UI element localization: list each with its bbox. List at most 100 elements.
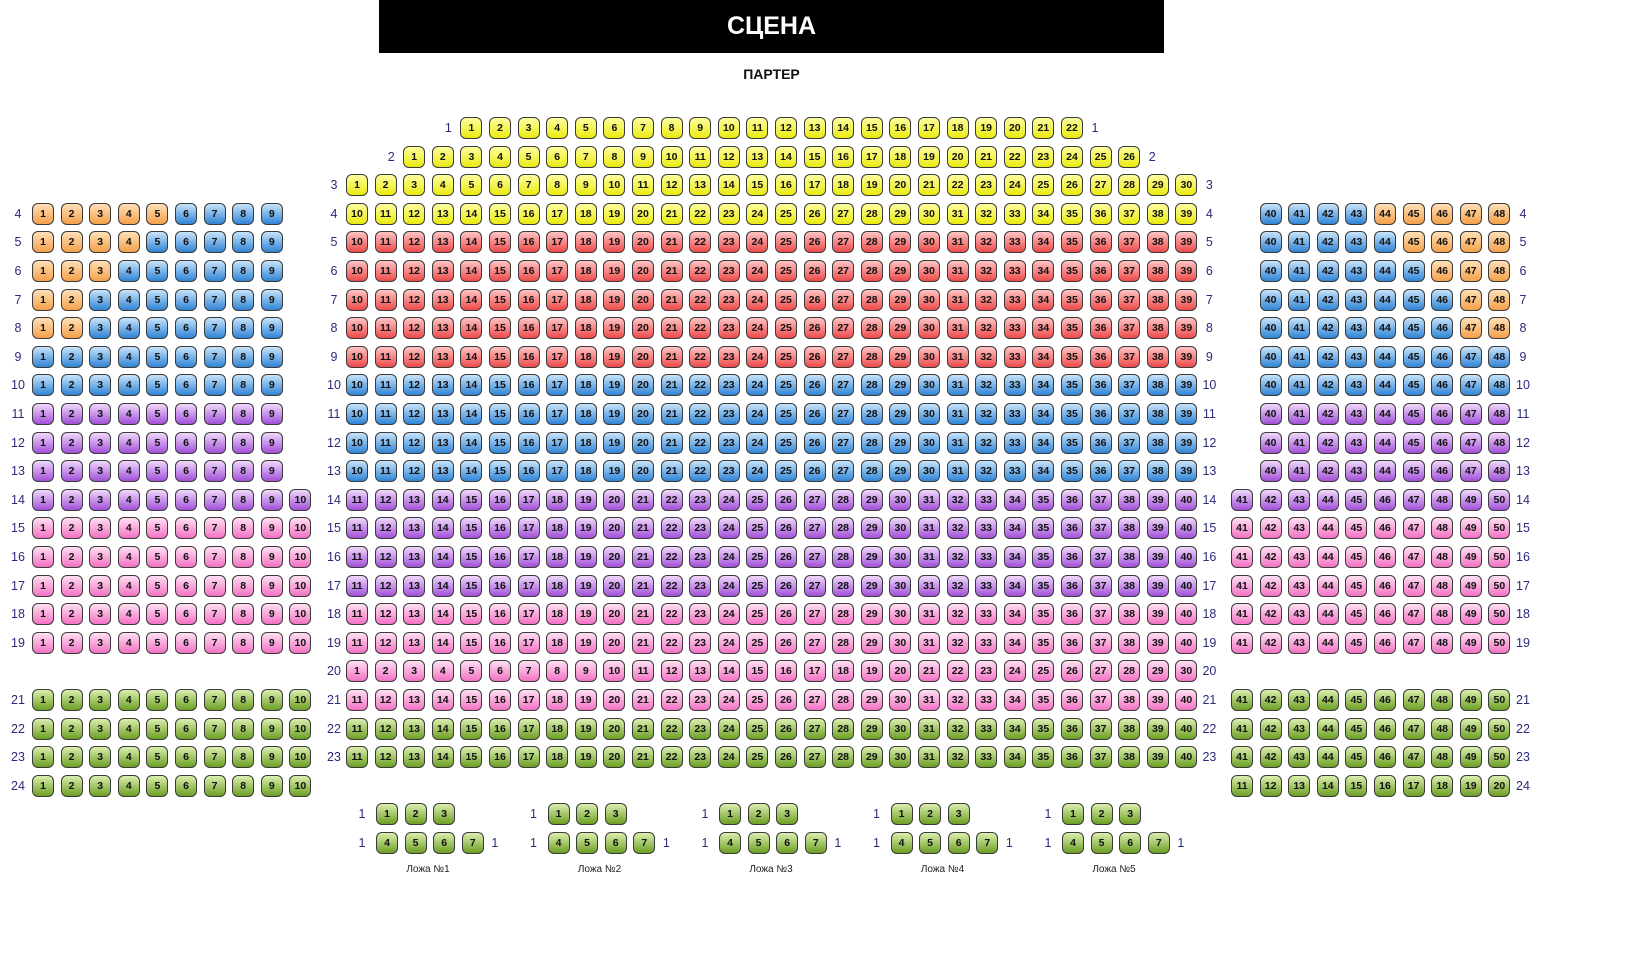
lodge-seat-4-5[interactable]: 5 (919, 831, 942, 854)
seat-center-16-26[interactable]: 26 (775, 546, 797, 568)
seat-center-11-16[interactable]: 16 (517, 403, 540, 425)
seat-center-19-11[interactable]: 11 (346, 631, 368, 654)
seat-center-5-30[interactable]: 30 (918, 231, 940, 254)
seat-right-22-43[interactable]: 43 (1288, 717, 1311, 740)
seat-center-18-30[interactable]: 30 (889, 603, 912, 626)
seat-center-7-19[interactable]: 19 (603, 288, 626, 311)
seat-center-10-29[interactable]: 29 (889, 374, 912, 397)
seat-center-17-37[interactable]: 37 (1089, 574, 1112, 597)
seat-center-20-28[interactable]: 28 (1118, 660, 1141, 683)
seat-left-21-2[interactable]: 2 (60, 689, 83, 711)
seat-center-12-33[interactable]: 33 (1003, 431, 1026, 454)
seat-center-18-12[interactable]: 12 (374, 603, 397, 626)
seat-right-19-47[interactable]: 47 (1402, 631, 1425, 654)
lodge-seat-5-4[interactable]: 4 (1062, 831, 1084, 854)
seat-center-10-31[interactable]: 31 (946, 374, 969, 397)
seat-right-16-49[interactable]: 49 (1459, 546, 1482, 568)
seat-center-11-18[interactable]: 18 (574, 403, 597, 425)
seat-left-23-1[interactable]: 1 (32, 746, 54, 769)
seat-left-22-5[interactable]: 5 (146, 717, 169, 740)
seat-center-19-22[interactable]: 22 (660, 631, 683, 654)
seat-center-7-37[interactable]: 37 (1118, 288, 1141, 311)
seat-center-2-12[interactable]: 12 (717, 145, 740, 168)
seat-right-21-49[interactable]: 49 (1459, 689, 1482, 711)
seat-right-18-50[interactable]: 50 (1488, 603, 1511, 626)
seat-center-2-1[interactable]: 1 (403, 145, 426, 168)
seat-center-7-20[interactable]: 20 (632, 288, 654, 311)
seat-center-2-5[interactable]: 5 (517, 145, 540, 168)
seat-left-16-10[interactable]: 10 (289, 546, 312, 568)
seat-center-19-35[interactable]: 35 (1032, 631, 1055, 654)
seat-right-16-50[interactable]: 50 (1488, 546, 1511, 568)
seat-center-7-31[interactable]: 31 (946, 288, 969, 311)
seat-right-7-47[interactable]: 47 (1459, 288, 1482, 311)
seat-center-4-19[interactable]: 19 (603, 202, 626, 225)
seat-right-7-40[interactable]: 40 (1259, 288, 1282, 311)
seat-center-14-29[interactable]: 29 (860, 488, 883, 511)
seat-center-16-11[interactable]: 11 (346, 546, 368, 568)
seat-center-4-10[interactable]: 10 (346, 202, 368, 225)
seat-center-10-27[interactable]: 27 (832, 374, 855, 397)
seat-center-21-35[interactable]: 35 (1032, 689, 1055, 711)
seat-center-16-24[interactable]: 24 (717, 546, 740, 568)
seat-left-7-2[interactable]: 2 (60, 288, 83, 311)
seat-left-15-10[interactable]: 10 (289, 517, 312, 540)
seat-center-9-24[interactable]: 24 (746, 345, 769, 368)
seat-center-21-11[interactable]: 11 (346, 689, 368, 711)
seat-center-4-37[interactable]: 37 (1118, 202, 1141, 225)
seat-center-4-17[interactable]: 17 (546, 202, 569, 225)
seat-right-5-41[interactable]: 41 (1288, 231, 1311, 254)
seat-right-24-12[interactable]: 12 (1259, 774, 1282, 797)
seat-center-22-17[interactable]: 17 (517, 717, 540, 740)
seat-center-1-3[interactable]: 3 (517, 117, 540, 139)
seat-left-18-6[interactable]: 6 (175, 603, 197, 626)
seat-left-19-4[interactable]: 4 (117, 631, 140, 654)
seat-center-9-23[interactable]: 23 (717, 345, 740, 368)
seat-left-14-7[interactable]: 7 (203, 488, 226, 511)
seat-center-17-12[interactable]: 12 (374, 574, 397, 597)
seat-center-3-21[interactable]: 21 (918, 174, 940, 197)
seat-center-16-14[interactable]: 14 (431, 546, 454, 568)
seat-center-15-20[interactable]: 20 (603, 517, 626, 540)
seat-center-2-9[interactable]: 9 (632, 145, 654, 168)
seat-right-11-45[interactable]: 45 (1402, 403, 1425, 425)
seat-center-18-32[interactable]: 32 (946, 603, 969, 626)
seat-right-24-16[interactable]: 16 (1374, 774, 1396, 797)
seat-left-6-1[interactable]: 1 (32, 260, 54, 282)
seat-center-11-19[interactable]: 19 (603, 403, 626, 425)
seat-left-4-2[interactable]: 2 (60, 202, 83, 225)
seat-left-5-2[interactable]: 2 (60, 231, 83, 254)
seat-right-22-47[interactable]: 47 (1402, 717, 1425, 740)
seat-right-24-14[interactable]: 14 (1316, 774, 1339, 797)
seat-left-9-1[interactable]: 1 (32, 345, 54, 368)
lodge-seat-4-4[interactable]: 4 (890, 831, 913, 854)
seat-right-23-49[interactable]: 49 (1459, 746, 1482, 769)
seat-center-4-39[interactable]: 39 (1175, 202, 1198, 225)
seat-left-12-6[interactable]: 6 (175, 431, 197, 454)
seat-center-3-27[interactable]: 27 (1089, 174, 1112, 197)
seat-center-3-23[interactable]: 23 (975, 174, 998, 197)
seat-center-6-15[interactable]: 15 (489, 260, 511, 282)
seat-left-13-5[interactable]: 5 (146, 460, 169, 483)
seat-center-6-18[interactable]: 18 (574, 260, 597, 282)
seat-left-19-10[interactable]: 10 (289, 631, 312, 654)
seat-left-14-1[interactable]: 1 (32, 488, 54, 511)
seat-center-20-19[interactable]: 19 (860, 660, 883, 683)
seat-right-6-44[interactable]: 44 (1374, 260, 1396, 282)
seat-center-4-20[interactable]: 20 (632, 202, 654, 225)
seat-right-5-42[interactable]: 42 (1316, 231, 1339, 254)
seat-right-7-45[interactable]: 45 (1402, 288, 1425, 311)
seat-center-3-8[interactable]: 8 (546, 174, 569, 197)
seat-right-17-47[interactable]: 47 (1402, 574, 1425, 597)
seat-right-8-41[interactable]: 41 (1288, 317, 1311, 340)
seat-left-8-9[interactable]: 9 (260, 317, 283, 340)
seat-right-13-45[interactable]: 45 (1402, 460, 1425, 483)
seat-center-12-25[interactable]: 25 (775, 431, 797, 454)
seat-center-6-32[interactable]: 32 (975, 260, 998, 282)
seat-left-15-8[interactable]: 8 (232, 517, 255, 540)
seat-right-18-47[interactable]: 47 (1402, 603, 1425, 626)
seat-center-15-22[interactable]: 22 (660, 517, 683, 540)
seat-center-8-14[interactable]: 14 (460, 317, 483, 340)
seat-center-22-28[interactable]: 28 (832, 717, 855, 740)
seat-right-9-43[interactable]: 43 (1345, 345, 1368, 368)
